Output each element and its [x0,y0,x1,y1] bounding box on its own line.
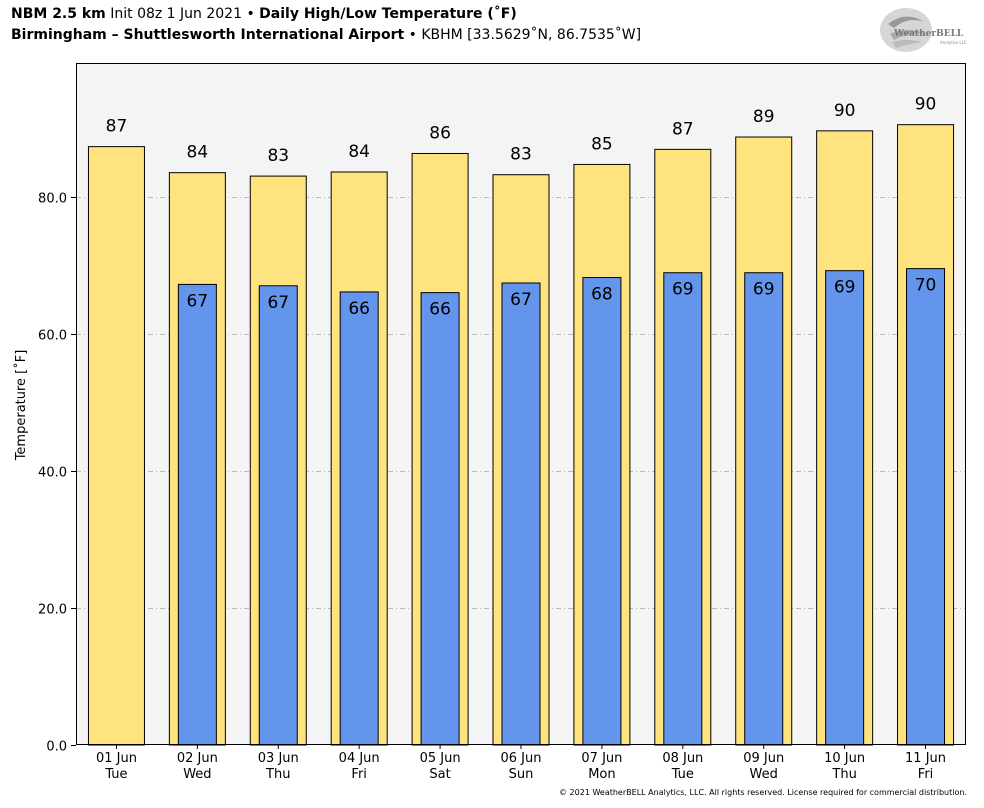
x-tick-label-date: 05 Jun [420,751,461,766]
low-temp-label: 69 [672,280,694,300]
high-temp-bar [87,146,145,746]
model-name: NBM 2.5 km [11,6,106,22]
plot-border [76,63,966,745]
x-tick-label-weekday: Thu [831,767,856,782]
x-tick-label-date: 09 Jun [743,751,784,766]
bars-group: 87 84 67 83 67 84 66 86 66 83 67 85 68 87 69 89 69 90 69 90… [87,95,955,746]
y-tick-label: 60.0 [38,329,67,344]
bullet-1: • [246,6,255,22]
low-temp-label: 69 [753,280,775,300]
low-temp-label: 66 [348,299,370,319]
low-temp-label: 69 [834,278,856,298]
low-temp-bar [582,277,622,746]
x-tick-label-weekday: Wed [183,767,211,782]
y-axis: 0.0 20.0 40.0 60.0 80.0 [38,192,76,755]
x-tick-label-date: 01 Jun [96,751,137,766]
weatherbell-logo: WeatherBELL Analytics LLC [878,6,970,56]
y-tick-label: 0.0 [46,740,67,755]
low-temp-bar [258,285,298,746]
high-temp-label: 90 [834,101,856,121]
high-temp-label: 86 [429,123,451,143]
low-temp-bar [906,268,946,746]
high-temp-label: 84 [187,143,209,163]
x-tick-label-weekday: Fri [351,767,367,782]
low-temp-label: 67 [267,293,289,313]
y-tick-label: 80.0 [38,192,67,207]
low-temp-bar [501,282,541,746]
x-tick-label-date: 11 Jun [905,751,946,766]
low-temp-bar [339,291,379,746]
x-tick-label-date: 04 Jun [339,751,380,766]
x-tick-label-date: 03 Jun [258,751,299,766]
high-temp-label: 85 [591,134,613,154]
copyright-notice: © 2021 WeatherBELL Analytics, LLC. All r… [559,788,967,797]
high-temp-label: 89 [753,107,775,127]
product-name: Daily High/Low Temperature (˚F) [259,6,517,22]
x-tick-label-date: 06 Jun [501,751,542,766]
low-temp-bar [177,283,217,746]
location-name: Birmingham – Shuttlesworth International… [11,27,405,43]
station-info: KBHM [33.5629˚N, 86.7535˚W] [421,27,642,43]
chart-title-line-2: Birmingham – Shuttlesworth International… [11,27,641,43]
low-temp-label: 68 [591,285,613,305]
x-tick-label-weekday: Wed [750,767,778,782]
low-temp-label: 70 [915,276,937,296]
chart-title-line-1: NBM 2.5 km Init 08z 1 Jun 2021 • Daily H… [11,6,517,22]
high-temp-label: 87 [672,119,694,139]
y-tick-label: 20.0 [38,603,67,618]
low-temp-bar [663,272,703,746]
high-temp-label: 83 [510,145,532,165]
bullet-2: • [408,27,417,43]
high-temp-label: 87 [106,117,128,137]
x-tick-label-weekday: Fri [918,767,934,782]
low-temp-label: 67 [510,290,532,310]
low-temp-bar [744,272,784,746]
y-tick-label: 40.0 [38,466,67,481]
low-temp-bar [825,270,865,746]
x-tick-label-weekday: Thu [265,767,290,782]
x-tick-label-date: 02 Jun [177,751,218,766]
x-tick-label-weekday: Sat [429,767,450,782]
init-time: Init 08z 1 Jun 2021 [110,6,242,22]
high-temp-label: 83 [267,146,289,166]
high-temp-label: 90 [915,95,937,115]
x-tick-label-date: 07 Jun [581,751,622,766]
x-tick-label-date: 08 Jun [662,751,703,766]
x-tick-label-weekday: Tue [671,767,694,782]
y-axis-label: Temperature [˚F] [13,350,29,462]
logo-subtext: Analytics LLC [940,40,967,45]
x-tick-label-date: 10 Jun [824,751,865,766]
logo-text: WeatherBELL [893,29,964,39]
x-tick-label-weekday: Sun [509,767,534,782]
low-temp-bar [420,292,460,746]
low-temp-label: 66 [429,300,451,320]
x-tick-label-weekday: Tue [104,767,127,782]
low-temp-label: 67 [187,291,209,311]
high-temp-label: 84 [348,142,370,162]
x-tick-label-weekday: Mon [588,767,615,782]
